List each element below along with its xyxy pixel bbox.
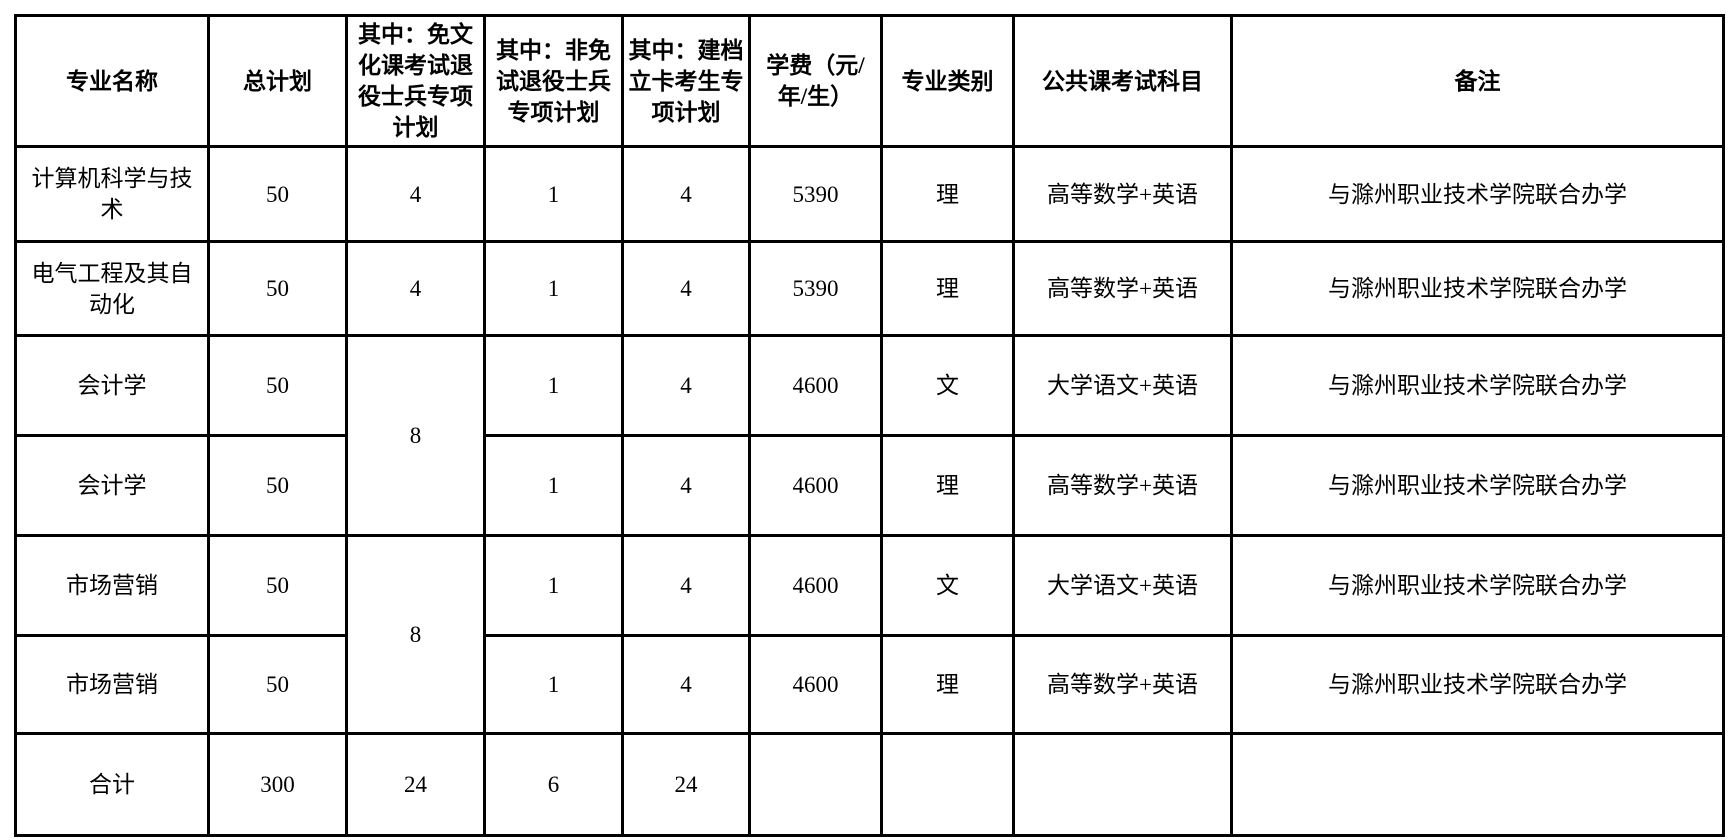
cell-non-exempt: 1: [483, 240, 624, 338]
cell-major: 会计学: [14, 434, 210, 538]
cell-exempt-culture-merged: 8: [345, 334, 486, 538]
cell-total: 50: [207, 534, 348, 638]
cell-subjects: 高等数学+英语: [1012, 434, 1233, 538]
cell-note: 与滁州职业技术学院联合办学: [1230, 434, 1725, 538]
header-row: 专业名称 总计划 其中：免文化课考试退役士兵专项计划 其中：非免试退役士兵专项计…: [14, 13, 1725, 149]
cell-total-label: 合计: [14, 732, 210, 838]
cell-tuition: 4600: [748, 634, 883, 736]
cell-non-exempt: 1: [483, 434, 624, 538]
cell-non-exempt: 6: [483, 732, 624, 838]
cell-major: 市场营销: [14, 534, 210, 638]
cell-tuition: 5390: [748, 240, 883, 338]
header-non-exempt-plan: 其中：非免试退役士兵专项计划: [483, 13, 624, 149]
cell-exempt-culture-merged: 8: [345, 534, 486, 736]
cell-non-exempt: 1: [483, 334, 624, 438]
cell-non-exempt: 1: [483, 145, 624, 244]
table-row: 市场营销 50 8 1 4 4600 文 大学语文+英语 与滁州职业技术学院联合…: [14, 534, 1725, 736]
cell-non-exempt: 1: [483, 534, 624, 638]
header-tuition: 学费（元/年/生）: [748, 13, 883, 149]
cell-non-exempt: 1: [483, 634, 624, 736]
cell-total: 300: [207, 732, 348, 838]
cell-note: 与滁州职业技术学院联合办学: [1230, 534, 1725, 638]
table-row: 会计学 50 8 1 4 4600 文 大学语文+英语 与滁州职业技术学院联合办…: [14, 334, 1725, 538]
cell-category: [880, 732, 1015, 838]
cell-exempt-culture: 24: [345, 732, 486, 838]
cell-archive-card: 4: [621, 145, 751, 244]
cell-major: 电气工程及其自动化: [14, 240, 210, 338]
table-row: 电气工程及其自动化 50 4 1 4 5390 理 高等数学+英语 与滁州职业技…: [14, 240, 1725, 338]
cell-archive-card: 4: [621, 240, 751, 338]
cell-subjects: [1012, 732, 1233, 838]
cell-archive-card: 4: [621, 634, 751, 736]
table-row: 市场营销 50 1 4 4600 理 高等数学+英语 与滁州职业技术学院联合办学: [14, 634, 1725, 736]
header-exam-subjects: 公共课考试科目: [1012, 13, 1233, 149]
cell-category: 文: [880, 534, 1015, 638]
cell-tuition: 4600: [748, 534, 883, 638]
cell-archive-card: 4: [621, 334, 751, 438]
cell-category: 文: [880, 334, 1015, 438]
header-major: 专业名称: [14, 13, 210, 149]
cell-subjects: 高等数学+英语: [1012, 634, 1233, 736]
header-category: 专业类别: [880, 13, 1015, 149]
cell-total: 50: [207, 634, 348, 736]
cell-archive-card: 24: [621, 732, 751, 838]
table-row: 会计学 50 1 4 4600 理 高等数学+英语 与滁州职业技术学院联合办学: [14, 434, 1725, 538]
cell-archive-card: 4: [621, 534, 751, 638]
cell-category: 理: [880, 634, 1015, 736]
header-archive-card-plan: 其中：建档立卡考生专项计划: [621, 13, 751, 149]
header-remarks: 备注: [1230, 13, 1725, 149]
cell-exempt-culture: 4: [345, 145, 486, 244]
cell-major: 会计学: [14, 334, 210, 438]
cell-archive-card: 4: [621, 434, 751, 538]
cell-note: 与滁州职业技术学院联合办学: [1230, 240, 1725, 338]
cell-note: 与滁州职业技术学院联合办学: [1230, 634, 1725, 736]
cell-subjects: 高等数学+英语: [1012, 240, 1233, 338]
cell-total: 50: [207, 145, 348, 244]
cell-category: 理: [880, 434, 1015, 538]
cell-major: 市场营销: [14, 634, 210, 736]
cell-subjects: 大学语文+英语: [1012, 534, 1233, 638]
cell-tuition: 4600: [748, 334, 883, 438]
cell-note: 与滁州职业技术学院联合办学: [1230, 145, 1725, 244]
plan-table: 专业名称 总计划 其中：免文化课考试退役士兵专项计划 其中：非免试退役士兵专项计…: [14, 13, 1725, 838]
cell-category: 理: [880, 145, 1015, 244]
enrollment-plan-table: 专业名称 总计划 其中：免文化课考试退役士兵专项计划 其中：非免试退役士兵专项计…: [14, 13, 1725, 838]
cell-exempt-culture: 4: [345, 240, 486, 338]
cell-total: 50: [207, 434, 348, 538]
header-exempt-culture-plan: 其中：免文化课考试退役士兵专项计划: [345, 13, 486, 149]
table-row: 计算机科学与技术 50 4 1 4 5390 理 高等数学+英语 与滁州职业技术…: [14, 145, 1725, 244]
header-total-plan: 总计划: [207, 13, 348, 149]
cell-total: 50: [207, 334, 348, 438]
total-row: 合计 300 24 6 24: [14, 732, 1725, 838]
cell-total: 50: [207, 240, 348, 338]
cell-note: [1230, 732, 1725, 838]
cell-note: 与滁州职业技术学院联合办学: [1230, 334, 1725, 438]
cell-category: 理: [880, 240, 1015, 338]
cell-tuition: 5390: [748, 145, 883, 244]
cell-tuition: [748, 732, 883, 838]
cell-subjects: 高等数学+英语: [1012, 145, 1233, 244]
cell-major: 计算机科学与技术: [14, 145, 210, 244]
cell-subjects: 大学语文+英语: [1012, 334, 1233, 438]
cell-tuition: 4600: [748, 434, 883, 538]
